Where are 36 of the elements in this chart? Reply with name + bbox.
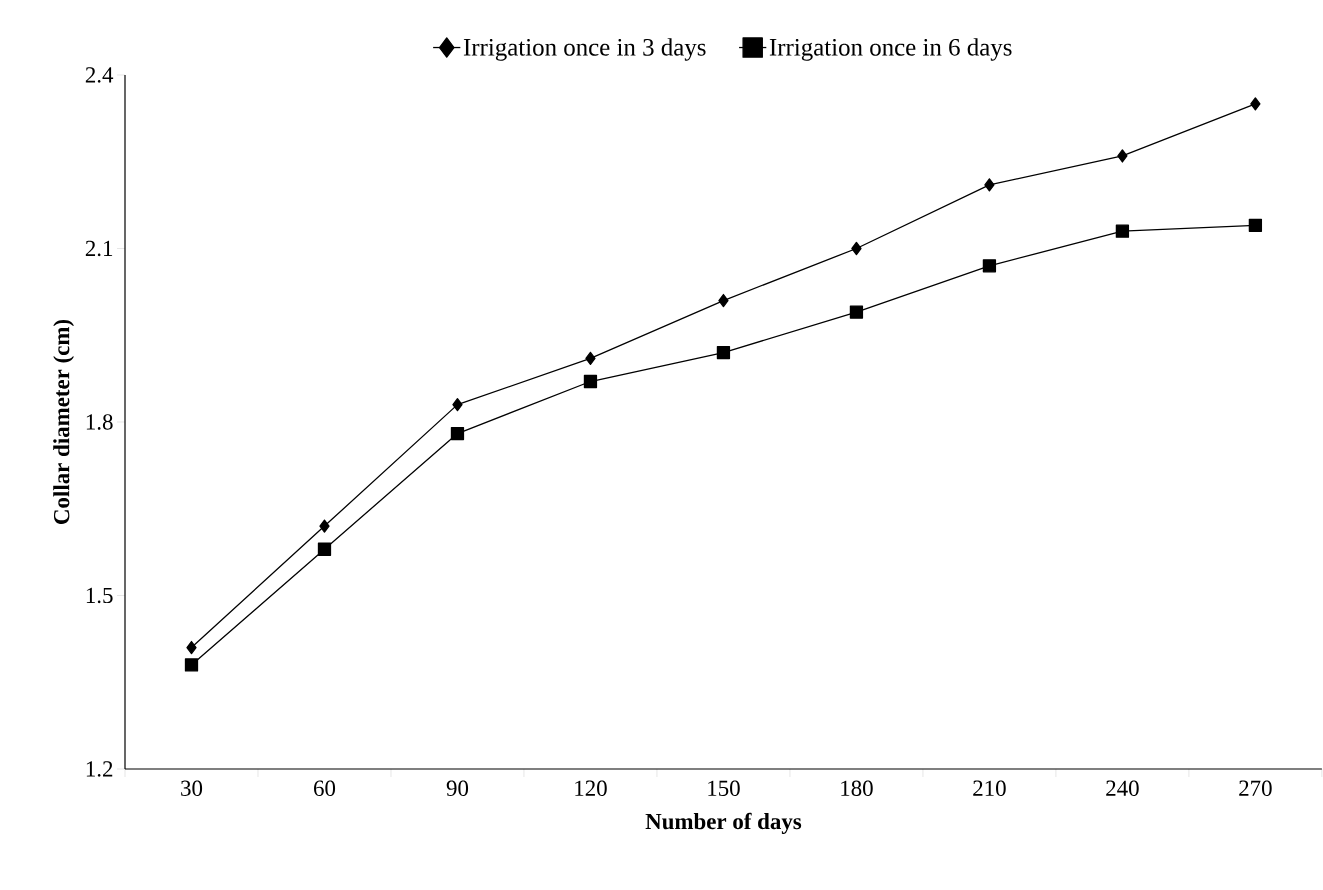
- point: [186, 640, 197, 655]
- y-tick-label: 2.1: [85, 240, 113, 257]
- y-axis-title: Collar diameter (cm): [53, 319, 74, 524]
- legend-label: Irrigation once in 3 days: [463, 38, 706, 61]
- x-axis-title: Number of days: [645, 812, 802, 834]
- x-tick-label: 210: [973, 780, 1006, 796]
- legend-label: Irrigation once in 6 days: [769, 38, 1012, 61]
- point: [984, 178, 995, 192]
- x-tick-label: 180: [841, 780, 873, 796]
- x-tick-label: 270: [1239, 780, 1272, 796]
- point: [319, 519, 330, 533]
- y-tick-label: 1.8: [86, 414, 113, 430]
- point: [1248, 218, 1263, 233]
- point: [450, 426, 465, 441]
- point: [1115, 224, 1130, 238]
- x-tick-label: 90: [446, 780, 469, 796]
- x-tick-label: 150: [708, 780, 740, 796]
- x-tick-label: 60: [314, 780, 336, 796]
- point: [851, 241, 862, 256]
- point: [716, 345, 731, 360]
- y-tick-label: 2.4: [85, 67, 114, 83]
- point: [585, 351, 596, 366]
- x-tick-label: 120: [575, 780, 607, 796]
- x-tick-label: 240: [1106, 780, 1139, 796]
- point: [718, 293, 729, 308]
- y-tick-label: 1.5: [86, 587, 113, 604]
- point: [317, 542, 332, 556]
- point: [184, 658, 199, 672]
- point: [452, 397, 463, 412]
- point: [1117, 149, 1128, 163]
- point: [583, 374, 598, 389]
- point: [982, 259, 997, 273]
- y-tick-label: 1.2: [86, 761, 113, 777]
- point: [1250, 97, 1261, 111]
- x-tick-label: 30: [181, 780, 203, 796]
- point: [849, 305, 864, 319]
